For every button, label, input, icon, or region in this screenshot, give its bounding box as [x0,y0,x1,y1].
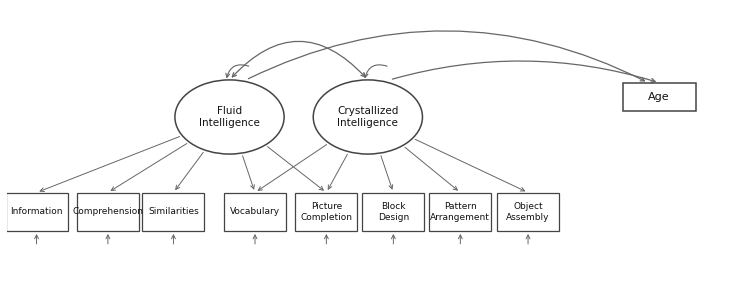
FancyBboxPatch shape [224,193,286,231]
Ellipse shape [314,80,423,154]
Text: Age: Age [649,92,670,102]
Text: Block
Design: Block Design [377,202,409,221]
Text: Crystallized
Intelligence: Crystallized Intelligence [337,106,398,128]
FancyBboxPatch shape [623,83,695,111]
Text: Object
Assembly: Object Assembly [506,202,550,221]
Text: Picture
Completion: Picture Completion [300,202,352,221]
Text: Similarities: Similarities [148,207,199,216]
FancyBboxPatch shape [497,193,559,231]
FancyBboxPatch shape [77,193,139,231]
Ellipse shape [175,80,284,154]
FancyBboxPatch shape [363,193,424,231]
Text: Pattern
Arrangement: Pattern Arrangement [430,202,490,221]
Text: Information: Information [10,207,63,216]
FancyBboxPatch shape [429,193,491,231]
Text: Fluid
Intelligence: Fluid Intelligence [199,106,260,128]
Text: Vocabulary: Vocabulary [230,207,280,216]
FancyBboxPatch shape [296,193,357,231]
Text: Comprehension: Comprehension [72,207,143,216]
FancyBboxPatch shape [143,193,204,231]
FancyBboxPatch shape [6,193,68,231]
